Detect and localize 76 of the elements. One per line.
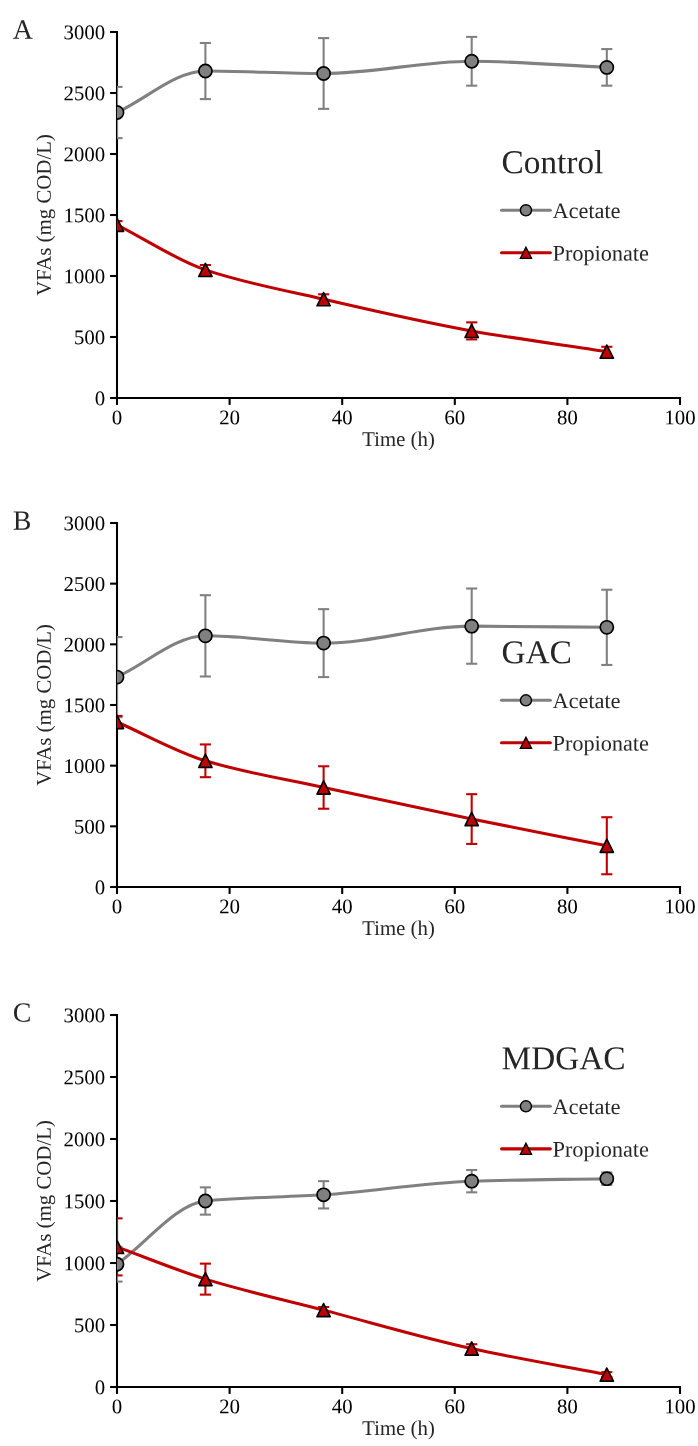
legend-label: Acetate xyxy=(552,1099,620,1115)
point xyxy=(197,262,213,278)
y-axis-title: VFAs (mg COD/L) xyxy=(36,135,56,296)
y-axis-title: VFAs (mg COD/L) xyxy=(36,1121,56,1282)
point xyxy=(316,635,332,651)
x-tick-label: 80 xyxy=(557,410,578,425)
point xyxy=(197,1271,213,1287)
y-tick-label: 500 xyxy=(75,1318,105,1333)
x-axis-title: Time (h) xyxy=(362,431,434,451)
x-tick-label: 20 xyxy=(220,1399,240,1414)
x-tick-label: 100 xyxy=(666,410,695,425)
point xyxy=(197,63,213,79)
x-tick-label: 20 xyxy=(220,410,240,425)
point xyxy=(316,780,332,795)
point xyxy=(599,619,615,635)
point xyxy=(197,1193,213,1209)
y-tick-label: 2000 xyxy=(64,147,105,162)
legend-label: Propionate xyxy=(553,1141,649,1162)
chart-title: A xyxy=(13,20,33,39)
x-tick-label: 60 xyxy=(445,1399,465,1414)
x-tick-label: 100 xyxy=(666,1399,695,1414)
x-tick-label: 40 xyxy=(332,899,352,914)
chart-title: B xyxy=(13,511,31,530)
y-tick-label: 2500 xyxy=(64,1070,105,1085)
y-tick-label: 3000 xyxy=(64,25,105,40)
y-tick-label: 500 xyxy=(75,330,105,345)
y-tick-label: 1000 xyxy=(65,269,105,284)
legend-label: Propionate xyxy=(553,245,649,266)
y-tick-label: 2000 xyxy=(64,637,105,652)
x-tick-label: 0 xyxy=(112,899,122,914)
x-tick-label: 0 xyxy=(112,1399,122,1414)
point xyxy=(599,344,615,360)
x-tick-label: 40 xyxy=(332,410,352,425)
point xyxy=(316,291,332,307)
point xyxy=(599,838,615,854)
y-tick-label: 1000 xyxy=(65,759,105,774)
y-tick-label: 1500 xyxy=(65,1194,105,1209)
point xyxy=(464,53,480,69)
y-tick-label: 0 xyxy=(95,1380,105,1395)
y-tick-label: 2000 xyxy=(64,1132,105,1147)
y-tick-label: 500 xyxy=(75,819,105,834)
point xyxy=(464,1173,480,1189)
y-tick-label: 3000 xyxy=(64,516,105,531)
y-tick-label: 2500 xyxy=(64,86,105,101)
point xyxy=(464,811,480,827)
y-axis-title: VFAs (mg COD/L) xyxy=(36,625,56,786)
x-tick-label: 80 xyxy=(557,899,578,914)
x-tick-label: 40 xyxy=(332,1399,352,1414)
legend-title: MDGAC xyxy=(502,1047,624,1070)
x-tick-label: 100 xyxy=(666,899,695,914)
x-tick-label: 60 xyxy=(445,899,465,914)
legend-label: Acetate xyxy=(552,203,620,219)
y-tick-label: 1500 xyxy=(65,208,105,223)
y-tick-label: 0 xyxy=(95,391,105,406)
y-tick-label: 2500 xyxy=(64,577,105,592)
x-tick-label: 80 xyxy=(557,1399,578,1414)
x-axis-title: Time (h) xyxy=(362,920,434,940)
x-tick-label: 60 xyxy=(445,410,465,425)
point xyxy=(316,1187,332,1203)
y-tick-label: 3000 xyxy=(64,1008,105,1023)
x-tick-label: 0 xyxy=(112,410,122,425)
point xyxy=(197,753,213,769)
point xyxy=(197,628,213,644)
point xyxy=(316,66,332,81)
legend-title: GAC xyxy=(502,641,571,664)
y-tick-label: 1000 xyxy=(65,1256,105,1271)
point xyxy=(599,59,615,75)
legend-label: Acetate xyxy=(552,693,620,709)
x-tick-label: 20 xyxy=(220,899,240,914)
legend-label: Propionate xyxy=(553,735,649,756)
y-tick-label: 0 xyxy=(95,880,105,895)
legend-title: Control xyxy=(502,150,603,174)
point xyxy=(464,618,480,634)
x-axis-title: Time (h) xyxy=(362,1420,434,1440)
chart-title: C xyxy=(13,1003,30,1022)
y-tick-label: 1500 xyxy=(65,698,105,713)
